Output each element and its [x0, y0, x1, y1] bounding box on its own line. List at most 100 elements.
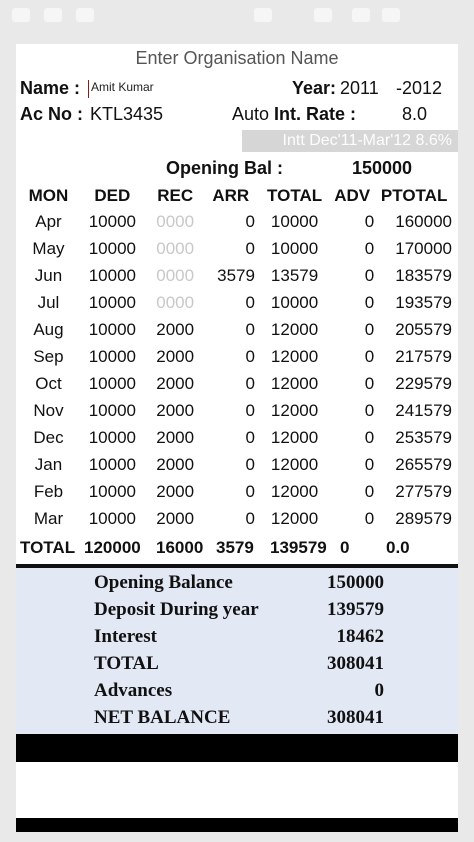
ptotal-cell: 241579: [395, 400, 452, 420]
totals-ded: 120000: [84, 538, 141, 557]
ded-cell[interactable]: 10000: [88, 400, 136, 420]
arr-cell[interactable]: 3579: [217, 265, 255, 285]
total-cell: 12000: [270, 427, 319, 447]
month-cell: Jan: [34, 454, 63, 474]
rec-cell[interactable]: 0000: [156, 265, 195, 285]
arr-cell[interactable]: 0: [245, 319, 255, 339]
summary-value: 139579: [327, 599, 384, 620]
month-cell: Jun: [34, 265, 63, 285]
column-header-total: TOTAL: [267, 186, 323, 205]
totals-ptotal: 0.0: [386, 538, 410, 557]
interest-rate-value[interactable]: 8.0: [402, 104, 428, 124]
rec-cell[interactable]: 2000: [156, 373, 195, 393]
summary-label: NET BALANCE: [94, 707, 231, 728]
rec-cell[interactable]: 2000: [156, 481, 195, 501]
summary-opening-balance-row: Opening Balance 150000: [94, 572, 384, 599]
name-label: Name :: [20, 78, 81, 98]
ptotal-cell: 277579: [395, 481, 452, 501]
total-cell: 12000: [270, 454, 319, 474]
adv-cell[interactable]: 0: [364, 454, 375, 474]
table-row: Apr 10000 0000 0 10000 0 160000: [16, 208, 458, 235]
auto-toggle[interactable]: Auto: [232, 104, 270, 124]
adv-cell[interactable]: 0: [364, 211, 375, 231]
rec-cell[interactable]: 2000: [156, 400, 195, 420]
adv-cell[interactable]: 0: [364, 481, 375, 501]
ded-cell[interactable]: 10000: [88, 427, 136, 447]
summary-label: Opening Balance: [94, 572, 233, 593]
organisation-name-field[interactable]: Enter Organisation Name: [135, 48, 339, 68]
year-from-value[interactable]: 2011: [340, 78, 379, 98]
column-header-rec: REC: [157, 186, 194, 205]
summary-deposit-row: Deposit During year 139579: [94, 599, 384, 626]
summary-divider: [16, 564, 458, 568]
ded-cell[interactable]: 10000: [88, 481, 136, 501]
total-cell: 13579: [270, 265, 319, 285]
pf-ledger-sheet: Enter Organisation Name Name : Amit Kuma…: [16, 44, 458, 832]
adv-cell[interactable]: 0: [364, 508, 375, 528]
column-header-arr: ARR: [212, 186, 250, 205]
rec-cell[interactable]: 2000: [156, 454, 195, 474]
totals-label: TOTAL: [20, 538, 76, 557]
ded-cell[interactable]: 10000: [88, 346, 136, 366]
adv-cell[interactable]: 0: [364, 400, 375, 420]
adv-cell[interactable]: 0: [364, 373, 375, 393]
adv-cell[interactable]: 0: [364, 346, 375, 366]
name-input[interactable]: Amit Kumar: [88, 80, 238, 98]
arr-cell[interactable]: 0: [245, 400, 255, 420]
arr-cell[interactable]: 0: [245, 211, 255, 231]
summary-interest-row: Interest 18462: [94, 626, 384, 653]
month-cell: Oct: [35, 373, 62, 393]
month-cell: Apr: [35, 211, 62, 231]
rec-cell[interactable]: 2000: [156, 508, 195, 528]
adv-cell[interactable]: 0: [364, 319, 375, 339]
arr-cell[interactable]: 0: [245, 481, 255, 501]
column-header-mon: MON: [28, 186, 69, 205]
arr-cell[interactable]: 0: [245, 238, 255, 258]
account-number-value[interactable]: KTL3435: [90, 104, 164, 124]
ded-cell[interactable]: 10000: [88, 454, 136, 474]
ded-cell[interactable]: 10000: [88, 508, 136, 528]
wifi-icon: [314, 8, 332, 22]
arr-cell[interactable]: 0: [245, 427, 255, 447]
ded-cell[interactable]: 10000: [88, 373, 136, 393]
rec-cell[interactable]: 0000: [156, 211, 195, 231]
summary-label: Deposit During year: [94, 599, 259, 620]
arr-cell[interactable]: 0: [245, 508, 255, 528]
summary-value: 0: [374, 680, 385, 701]
ded-cell[interactable]: 10000: [88, 238, 136, 258]
summary-label: TOTAL: [94, 653, 159, 674]
ded-cell[interactable]: 10000: [88, 211, 136, 231]
adv-cell[interactable]: 0: [364, 427, 375, 447]
ptotal-cell: 205579: [395, 319, 452, 339]
rec-cell[interactable]: 2000: [156, 427, 195, 447]
rec-cell[interactable]: 0000: [156, 292, 195, 312]
table-row: Mar 10000 2000 0 12000 0 289579: [16, 505, 458, 532]
opening-balance-value[interactable]: 150000: [352, 158, 413, 178]
notification-icon: [12, 8, 30, 22]
signal-icon: [254, 8, 272, 22]
adv-cell[interactable]: 0: [364, 265, 375, 285]
month-cell: Mar: [33, 508, 64, 528]
status-bar: [0, 0, 474, 34]
arr-cell[interactable]: 0: [245, 373, 255, 393]
arr-cell[interactable]: 0: [245, 292, 255, 312]
rec-cell[interactable]: 0000: [156, 238, 195, 258]
adv-cell[interactable]: 0: [364, 292, 375, 312]
month-cell: Nov: [33, 400, 64, 420]
rec-cell[interactable]: 2000: [156, 319, 195, 339]
table-row: Jan 10000 2000 0 12000 0 265579: [16, 451, 458, 478]
ded-cell[interactable]: 10000: [88, 265, 136, 285]
year-label: Year:: [292, 78, 337, 98]
arr-cell[interactable]: 0: [245, 454, 255, 474]
table-row: Aug 10000 2000 0 12000 0 205579: [16, 316, 458, 343]
arr-cell[interactable]: 0: [245, 346, 255, 366]
monthly-ledger-table: MON DED REC ARR TOTAL ADV PTOTAL Apr 100…: [16, 184, 458, 532]
adv-cell[interactable]: 0: [364, 238, 375, 258]
year-to-value[interactable]: -2012: [396, 78, 443, 98]
ptotal-cell: 170000: [395, 238, 452, 258]
ded-cell[interactable]: 10000: [88, 319, 136, 339]
summary-value: 308041: [327, 707, 384, 728]
ded-cell[interactable]: 10000: [88, 292, 136, 312]
summary-label: Advances: [94, 680, 173, 701]
rec-cell[interactable]: 2000: [156, 346, 195, 366]
